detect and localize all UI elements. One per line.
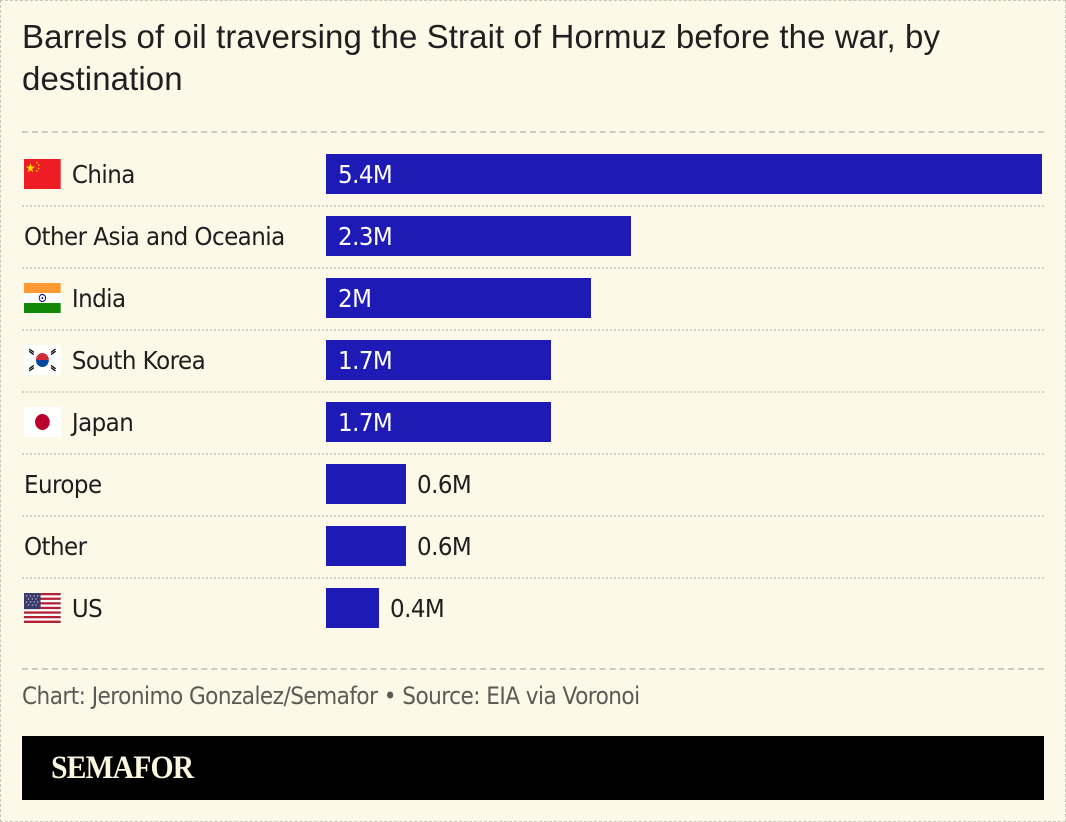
china-flag-icon [24, 159, 61, 189]
category-text: Other [24, 531, 87, 561]
row-divider [22, 515, 1044, 517]
value-label: 1.7M [338, 345, 393, 375]
value-label: 1.7M [338, 407, 393, 437]
category-label: India [24, 278, 126, 318]
source-credit: Chart: Jeronimo Gonzalez/Semafor • Sourc… [22, 682, 640, 710]
bar-row: South Korea 1.7M [22, 340, 1044, 402]
bar-row: Other 0.6M [22, 526, 1044, 588]
bar [326, 278, 591, 318]
bar-row: US 0.4M [22, 588, 1044, 650]
bar [326, 340, 551, 380]
value-label: 5.4M [338, 159, 393, 189]
us-flag-icon [24, 593, 61, 623]
value-label: 0.4M [390, 593, 445, 623]
category-text: South Korea [71, 345, 206, 375]
bar [326, 464, 406, 504]
category-text: India [71, 283, 126, 313]
value-label: 2.3M [338, 221, 393, 251]
bar [326, 588, 379, 628]
category-label: Europe [24, 464, 102, 504]
category-text: Japan [71, 407, 134, 437]
category-text: Other Asia and Oceania [24, 221, 285, 251]
bar-row: Other Asia and Oceania 2.3M [22, 216, 1044, 278]
row-divider [22, 267, 1044, 269]
row-divider [22, 577, 1044, 579]
south-korea-flag-icon [24, 345, 61, 375]
category-label: China [24, 154, 135, 194]
category-label: South Korea [24, 340, 206, 380]
category-label: US [24, 588, 103, 628]
bar [326, 402, 551, 442]
value-label: 0.6M [417, 469, 472, 499]
row-divider [22, 205, 1044, 207]
bar [326, 154, 1042, 194]
category-text: China [71, 159, 136, 189]
footer-bar: SEMAFOR [22, 736, 1044, 800]
row-divider [22, 391, 1044, 393]
category-label: Other Asia and Oceania [24, 216, 285, 256]
value-label: 2M [338, 283, 372, 313]
row-divider [22, 453, 1044, 455]
bar-row: China 5.4M [22, 154, 1044, 216]
bar [326, 526, 406, 566]
row-divider [22, 329, 1044, 331]
value-label: 0.6M [417, 531, 472, 561]
bar-row: Japan 1.7M [22, 402, 1044, 464]
top-divider [22, 131, 1044, 133]
bar-row: Europe 0.6M [22, 464, 1044, 526]
category-text: US [71, 593, 103, 623]
bar [326, 216, 631, 256]
chart-title: Barrels of oil traversing the Strait of … [22, 18, 941, 97]
bar-row: India 2M [22, 278, 1044, 340]
bottom-divider [22, 668, 1044, 670]
semafor-logo: SEMAFOR [51, 750, 194, 786]
india-flag-icon [24, 283, 61, 313]
japan-flag-icon [24, 407, 61, 437]
category-text: Europe [24, 469, 102, 499]
category-label: Other [24, 526, 87, 566]
category-label: Japan [24, 402, 134, 442]
